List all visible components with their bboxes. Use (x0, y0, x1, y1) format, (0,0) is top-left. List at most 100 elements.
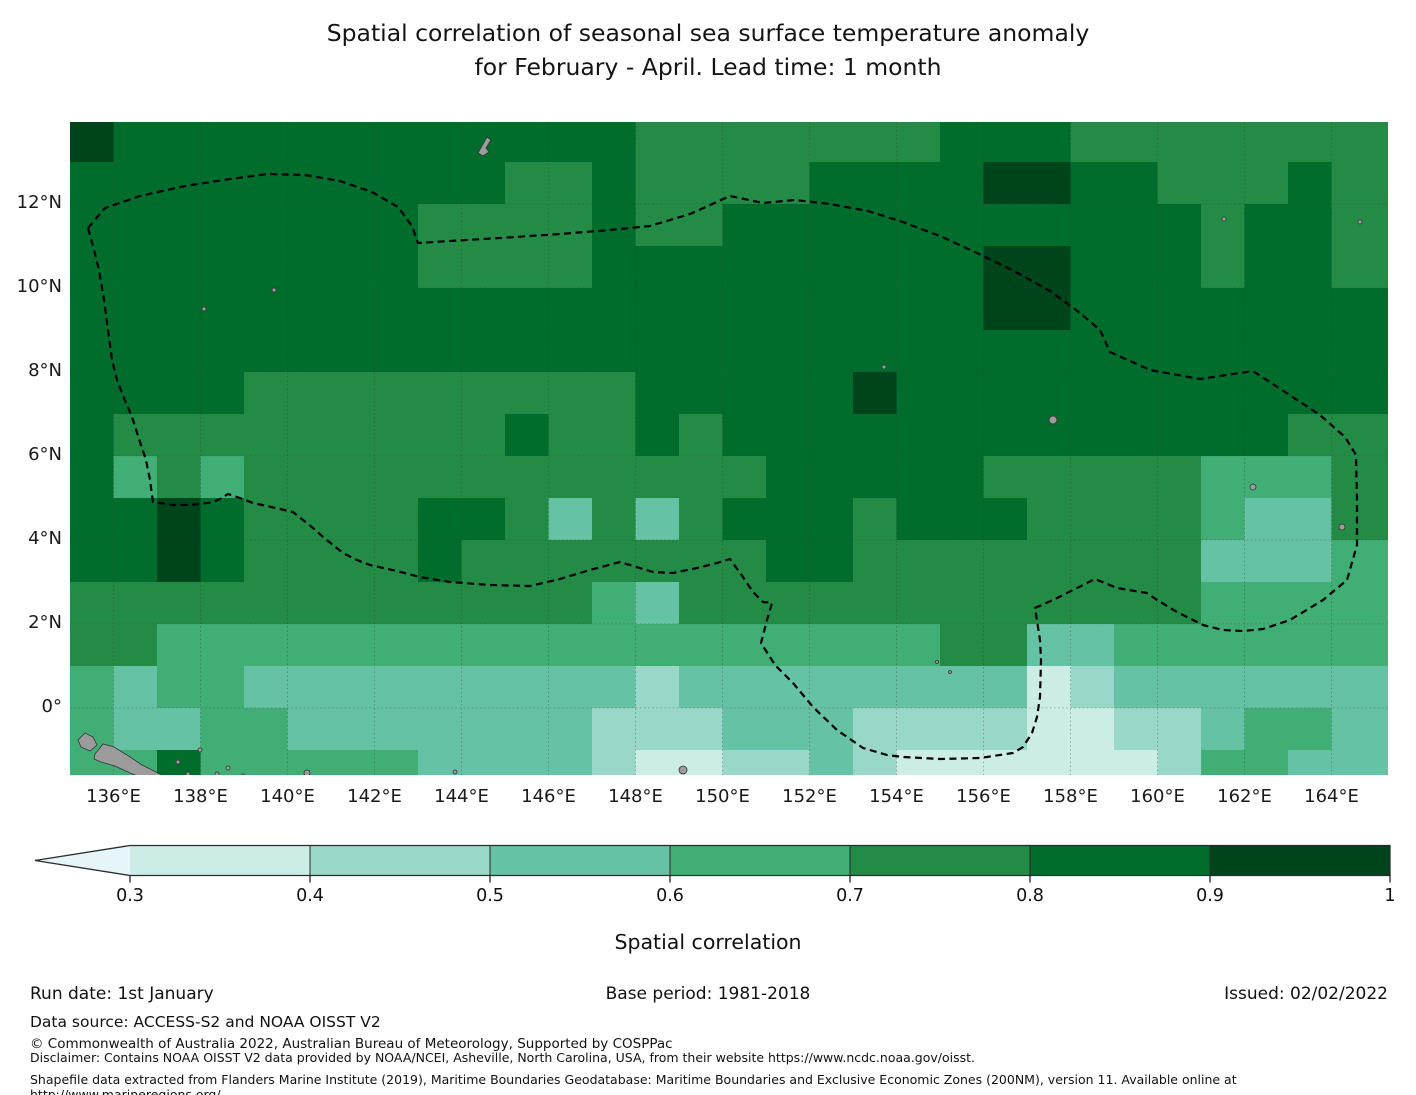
grid-cell (200, 246, 244, 288)
grid-cell (113, 708, 157, 750)
grid-cell (1027, 498, 1071, 540)
grid-cell (287, 456, 331, 498)
grid-cell (1201, 246, 1245, 288)
grid-cell (331, 414, 375, 456)
grid-cell (1070, 330, 1114, 372)
grid-cell (374, 456, 418, 498)
grid-cell (1331, 456, 1388, 498)
grid-cell (548, 750, 592, 775)
data-source-text: Data source: ACCESS-S2 and NOAA OISST V2 (30, 1013, 381, 1031)
grid-cell (1114, 204, 1158, 246)
grid-cell (244, 582, 288, 624)
grid-cell (461, 750, 505, 775)
grid-cell (940, 498, 984, 540)
colorbar-segment (490, 845, 670, 876)
grid-cell (1288, 750, 1332, 775)
colorbar-tick-label: 0.5 (476, 886, 504, 906)
grid-cell (766, 122, 810, 162)
grid-cell (1027, 750, 1071, 775)
longitude-tick-label: 164°E (1304, 786, 1359, 807)
grid-cell (505, 456, 549, 498)
grid-cell (1157, 372, 1201, 414)
grid-cell (1331, 666, 1388, 708)
grid-cell (1070, 498, 1114, 540)
grid-cell (1114, 330, 1158, 372)
grid-cell (896, 204, 940, 246)
grid-cell (418, 122, 462, 162)
grid-cell (200, 122, 244, 162)
grid-cell (1244, 414, 1288, 456)
grid-cell (418, 246, 462, 288)
grid-cell (505, 288, 549, 330)
grid-cell (983, 582, 1027, 624)
grid-cell (1288, 372, 1332, 414)
grid-cell (1070, 582, 1114, 624)
grid-cell (157, 708, 201, 750)
grid-cell (1288, 414, 1332, 456)
grid-cell (592, 414, 636, 456)
grid-cell (244, 666, 288, 708)
issued-date-text: Issued: 02/02/2022 (1224, 984, 1388, 1004)
grid-cell (287, 582, 331, 624)
grid-cell (983, 122, 1027, 162)
grid-cell (1114, 498, 1158, 540)
grid-cell (1114, 122, 1158, 162)
grid-cell (418, 582, 462, 624)
grid-cell (461, 288, 505, 330)
grid-cell (809, 624, 853, 666)
grid-cell (505, 666, 549, 708)
grid-cell (983, 498, 1027, 540)
grid-cell (1331, 330, 1388, 372)
island-dot (948, 670, 952, 674)
grid-cell (374, 624, 418, 666)
grid-cell (679, 708, 723, 750)
grid-cell (461, 540, 505, 582)
grid-cell (461, 456, 505, 498)
grid-cell (635, 330, 679, 372)
latitude-tick-label: 4°N (28, 527, 62, 549)
grid-cell (592, 750, 636, 775)
grid-cell (418, 162, 462, 204)
island-dot (197, 747, 203, 753)
grid-cell (418, 708, 462, 750)
grid-cell (809, 122, 853, 162)
grid-cell (679, 162, 723, 204)
grid-cell (722, 288, 766, 330)
grid-cell (679, 204, 723, 246)
shapefile-credit-text: Shapefile data extracted from Flanders M… (30, 1072, 1237, 1095)
grid-cell (940, 288, 984, 330)
grid-cell (1201, 162, 1245, 204)
grid-cell (1331, 708, 1388, 750)
grid-cell (896, 288, 940, 330)
grid-cell (1114, 288, 1158, 330)
grid-cell (1027, 666, 1071, 708)
grid-cell (1201, 498, 1245, 540)
grid-cell (1288, 540, 1332, 582)
grid-cell (1288, 708, 1332, 750)
grid-cell (1244, 122, 1288, 162)
grid-cell (1288, 204, 1332, 246)
island-dot (678, 765, 688, 775)
island-dot (452, 769, 458, 775)
grid-cell (983, 624, 1027, 666)
grid-cell (1027, 330, 1071, 372)
grid-cell (331, 456, 375, 498)
grid-cell (809, 246, 853, 288)
grid-cell (722, 498, 766, 540)
grid-cell (113, 288, 157, 330)
grid-cell (331, 330, 375, 372)
grid-cell (200, 750, 244, 775)
grid-cell (1331, 750, 1388, 775)
grid-cell (809, 666, 853, 708)
grid-cell (896, 708, 940, 750)
grid-cell (70, 540, 114, 582)
island-dot (175, 759, 181, 765)
grid-cell (1331, 414, 1388, 456)
grid-cell (1114, 162, 1158, 204)
grid-cell (505, 414, 549, 456)
grid-cell (461, 330, 505, 372)
grid-cell (679, 540, 723, 582)
grid-cell (548, 498, 592, 540)
colorbar-segment (1030, 845, 1210, 876)
grid-cell (244, 330, 288, 372)
